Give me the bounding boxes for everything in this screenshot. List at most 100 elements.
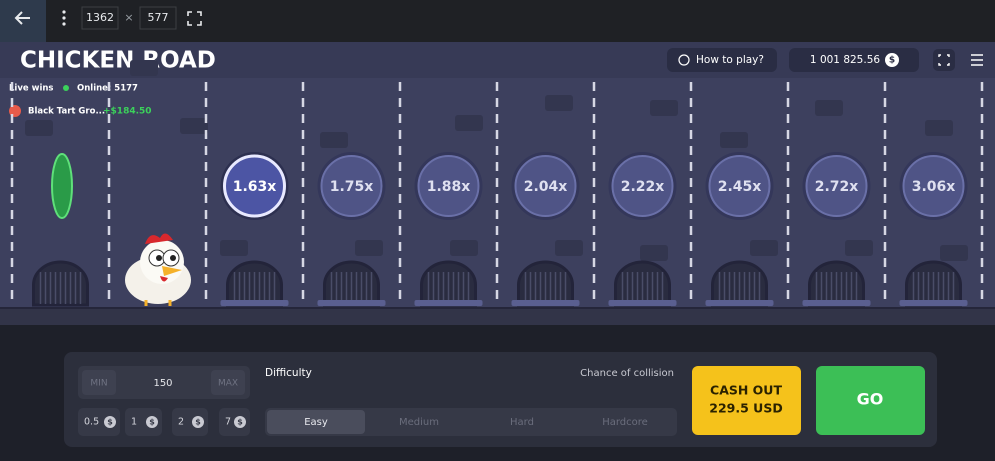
difficulty-tab[interactable]: Hardcore [602,417,648,428]
chip-currency: $ [237,418,243,427]
chip-button[interactable] [172,408,208,436]
brick [130,60,158,76]
chip-value: 2 [178,417,184,428]
collision-label: Chance of collision [580,368,674,379]
lane-platform [317,300,386,306]
multiplier-label: 2.72x [815,179,859,195]
balance-box [789,48,919,72]
chip-coin [146,416,158,428]
difficulty-tab[interactable]: Hard [510,417,534,428]
chip-button[interactable] [78,408,120,436]
brick [220,240,248,256]
brick [450,240,478,256]
selected-tab [267,410,365,434]
min-label: MIN [90,379,107,389]
max-button[interactable] [211,370,245,395]
brick [355,240,383,256]
lane-platform [608,300,677,306]
multiplier-label: 1.88x [427,179,471,195]
how-to-play-label: How to play? [696,54,764,66]
go-button[interactable] [816,366,925,435]
multiplier-label: 2.22x [621,179,665,195]
multiplier-coin[interactable] [708,155,771,217]
start-coin [51,153,73,219]
bet-input[interactable] [78,366,250,399]
how-to-play-button[interactable] [667,48,777,72]
chip-currency: $ [195,418,201,427]
expand-button[interactable] [933,49,955,71]
difficulty-tab[interactable]: Easy [304,417,328,428]
brick [925,120,953,136]
multiplier-label: 2.04x [524,179,568,195]
multiplier-coin[interactable] [223,154,286,218]
multiplier-coin[interactable] [320,155,383,217]
multiplier-coin[interactable] [514,155,577,217]
chip-value: 7 [225,417,231,428]
live-wins-title: Live wins [9,84,53,94]
brick [845,240,873,256]
width-value: 1362 [86,11,114,24]
multiplier-coin[interactable] [417,155,480,217]
online-count: Online: 5177 [77,84,138,94]
chip-coin [234,416,246,428]
player-name: Black Tart Gro... [28,107,105,117]
multiplier-label: 1.63x [233,179,277,195]
brick [545,95,573,111]
go-label: GO [857,390,884,409]
multiplier-coin[interactable] [611,155,674,217]
brick [815,100,843,116]
lane-platform [414,300,483,306]
brick [650,100,678,116]
currency-icon [885,53,899,67]
bet-amount: 150 [153,378,172,389]
brick [180,118,208,134]
height-field[interactable] [139,6,177,30]
chip-coin [104,416,116,428]
currency-symbol: $ [889,56,895,66]
min-button[interactable] [82,370,116,395]
fullscreen-icon[interactable] [187,11,202,26]
brick [720,132,748,148]
multiplier-coin[interactable] [805,155,868,217]
difficulty-tab[interactable]: Medium [399,417,439,428]
lane-platform [705,300,774,306]
cash-out-amount: 229.5 USD [709,401,782,416]
max-label: MAX [218,379,238,389]
chip-row: 0.5 $1 $2 $7 $ [78,408,250,436]
difficulty-tab-group: Easy Medium Hard Hardcore [267,410,648,434]
difficulty-tabs [265,408,677,436]
brick [640,245,668,261]
lane-platform [899,300,968,306]
brick [320,132,348,148]
height-value: 577 [148,11,169,24]
multiplier-label: 2.45x [718,179,762,195]
cash-out-label: CASH OUT [710,383,782,398]
chip-value: 0.5 [84,417,99,428]
chip-currency: $ [107,418,113,427]
chicken [125,233,191,306]
balance: 1 001 825.56 [810,54,880,66]
cash-out-button[interactable] [692,366,801,435]
menu-dots[interactable] [62,10,66,26]
online-dot [63,85,69,91]
brick [940,245,968,261]
chip-value: 1 [131,417,137,428]
road-curb [0,309,995,325]
multiplier-coin[interactable] [902,155,965,217]
brick [555,240,583,256]
chip-coin [192,416,204,428]
width-field[interactable] [81,6,119,30]
times-sign: × [124,11,133,24]
chip-button[interactable] [125,408,162,436]
logo: CHICKEN ROAD [20,48,216,74]
difficulty-label: Difficulty [265,367,312,379]
brick [455,115,483,131]
lane-platform [220,300,289,306]
chip-currency: $ [149,418,155,427]
player-win: +$184.50 [103,107,152,117]
brick [25,120,53,136]
back-arrow [14,11,30,25]
hamburger-menu[interactable] [971,54,983,66]
back-button[interactable] [0,0,46,42]
